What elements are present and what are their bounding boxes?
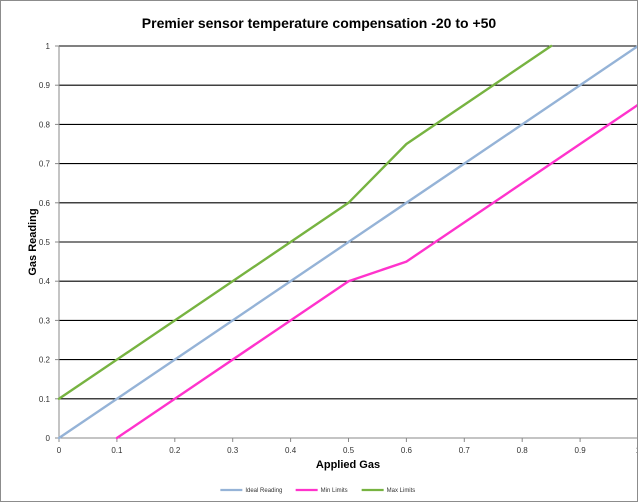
series-line-max-limits	[57, 44, 553, 400]
y-axis-title: Gas Reading	[27, 208, 39, 275]
x-axis-title: Applied Gas	[316, 459, 380, 471]
legend-label-min-limits: Min Limits	[321, 488, 348, 494]
y-tick-label: 0.5	[39, 238, 51, 247]
x-tick-label: 0.4	[285, 446, 297, 455]
x-tick-label: 0.3	[227, 446, 239, 455]
chart-title: Premier sensor temperature compensation …	[142, 15, 497, 31]
legend: Ideal Reading Min Limits Max Limits	[220, 488, 415, 494]
y-tick-label: 0.2	[39, 356, 51, 365]
x-tick-label: 0.5	[343, 446, 355, 455]
gridlines	[59, 45, 637, 400]
y-tick-label: 0.8	[39, 120, 51, 129]
x-tick-label: 1	[636, 446, 637, 455]
axes	[55, 45, 637, 442]
y-tick-label: 1	[46, 42, 51, 51]
tick-labels: 0 0.1 0.2 0.3 0.4 0.5 0.6 0.7 0.8 0.9 1 0 0.1 0.2 0.3 0…	[39, 42, 637, 455]
y-tick-label: 0.6	[39, 199, 51, 208]
x-tick-label: 0.8	[517, 446, 529, 455]
x-tick-label: 0.2	[169, 446, 181, 455]
x-tick-label: 0.1	[111, 446, 123, 455]
y-tick-label: 0.9	[39, 81, 51, 90]
x-tick-label: 0.9	[575, 446, 587, 455]
legend-label-ideal-reading: Ideal Reading	[245, 488, 282, 494]
x-tick-label: 0.7	[459, 446, 471, 455]
y-tick-label: 0.4	[39, 277, 51, 286]
legend-label-max-limits: Max Limits	[387, 488, 416, 494]
x-tick-label: 0	[57, 446, 62, 455]
series-line-ideal-reading	[57, 45, 637, 440]
y-tick-label: 0	[46, 434, 51, 443]
x-tick-label: 0.6	[401, 446, 413, 455]
series-line-min-limits	[115, 104, 637, 440]
y-tick-label: 0.3	[39, 316, 51, 325]
y-tick-label: 0.7	[39, 160, 51, 169]
y-tick-label: 0.1	[39, 395, 51, 404]
series-lines	[57, 44, 637, 440]
